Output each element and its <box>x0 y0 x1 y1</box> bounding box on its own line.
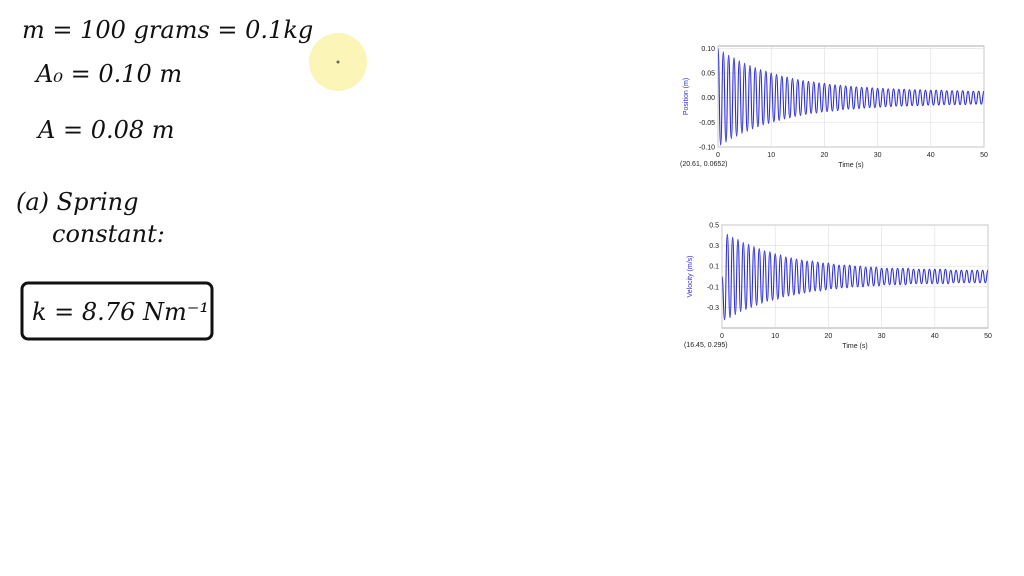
x-tick-label: 40 <box>927 152 935 159</box>
data-line <box>717 47 985 146</box>
cursor <box>336 60 340 64</box>
x-tick-label: 10 <box>767 152 775 159</box>
x-tick-label: 30 <box>874 152 882 159</box>
x-tick-label: 50 <box>980 152 988 159</box>
plot-area <box>721 224 989 329</box>
x-tick-label: 10 <box>771 333 779 340</box>
y-tick-label: 0.10 <box>701 46 715 53</box>
y-axis-label: Velocity (m/s) <box>687 255 694 297</box>
y-tick-label: 0.1 <box>709 264 719 271</box>
note: A = 0.08 m <box>36 116 175 144</box>
cursor-readout: (20.61, 0.0652) <box>680 161 727 168</box>
note: constant: <box>52 220 165 248</box>
y-tick-label: 0.5 <box>709 223 719 230</box>
x-tick-label: 20 <box>821 152 829 159</box>
answer: k = 8.76 Nm⁻¹ <box>32 298 209 326</box>
x-tick-label: 50 <box>984 333 992 340</box>
x-tick-label: 40 <box>931 333 939 340</box>
x-tick-label: 30 <box>878 333 886 340</box>
answer-box <box>20 281 214 341</box>
y-tick-label: -0.3 <box>707 305 719 312</box>
y-tick-label: -0.05 <box>699 120 715 127</box>
x-tick-label: 0 <box>720 333 724 340</box>
y-axis-label: Position (m) <box>683 78 690 115</box>
y-tick-label: 0.3 <box>709 243 719 250</box>
note: m = 100 grams = 0.1kg <box>22 16 313 44</box>
x-tick-label: 0 <box>716 152 720 159</box>
y-tick-label: 0.05 <box>701 71 715 78</box>
note: A₀ = 0.10 m <box>34 60 182 88</box>
plot-area <box>717 45 985 148</box>
note: (a) Spring <box>16 188 138 216</box>
x-tick-label: 20 <box>825 333 833 340</box>
y-tick-label: 0.00 <box>701 95 715 102</box>
y-tick-label: -0.10 <box>699 145 715 152</box>
x-axis-label: Time (s) <box>838 162 863 169</box>
x-axis-label: Time (s) <box>842 343 867 350</box>
y-tick-label: -0.1 <box>707 284 719 291</box>
cursor-readout: (16.45, 0.295) <box>684 342 728 349</box>
data-line <box>721 233 989 321</box>
